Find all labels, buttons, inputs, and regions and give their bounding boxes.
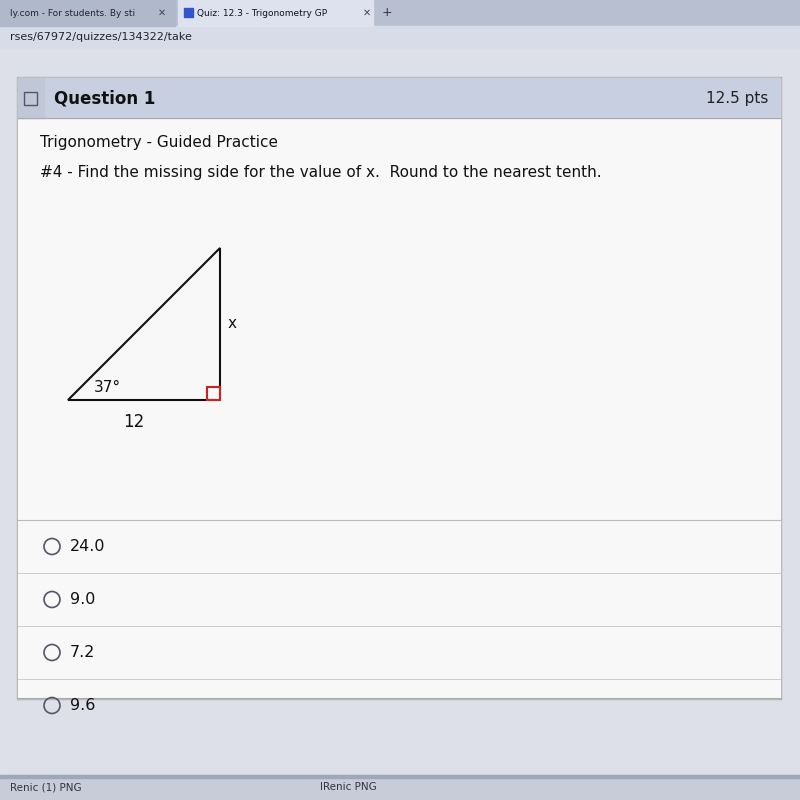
Text: ✕: ✕ (363, 8, 371, 18)
Text: 7.2: 7.2 (70, 645, 95, 660)
Text: Quiz: 12.3 - Trigonometry GP: Quiz: 12.3 - Trigonometry GP (197, 9, 327, 18)
Text: Question 1: Question 1 (54, 89, 155, 107)
Bar (18, 78, 44, 118)
Bar (0, 26, 800, 48)
Text: 24.0: 24.0 (70, 539, 106, 554)
Text: ✕: ✕ (158, 8, 166, 18)
Bar (17, 77, 781, 699)
Bar (18, 78, 780, 118)
Text: 9.0: 9.0 (70, 592, 95, 607)
Bar (18, 78, 780, 698)
Bar (184, 8, 193, 17)
Bar (0, 775, 800, 778)
Text: 12.5 pts: 12.5 pts (706, 90, 768, 106)
Text: Renic (1) PNG: Renic (1) PNG (10, 782, 82, 792)
Bar (0, 0, 800, 26)
Bar (178, 0, 373, 26)
Text: IRenic PNG: IRenic PNG (320, 782, 377, 792)
Bar (0, 775, 800, 800)
Text: 9.6: 9.6 (70, 698, 95, 713)
Bar (207, 387, 220, 400)
Text: +: + (382, 6, 393, 19)
Bar (24, 91, 37, 105)
Text: #4 - Find the missing side for the value of x.  Round to the nearest tenth.: #4 - Find the missing side for the value… (40, 165, 602, 180)
Text: Trigonometry - Guided Practice: Trigonometry - Guided Practice (40, 135, 278, 150)
Text: rses/67972/quizzes/134322/take: rses/67972/quizzes/134322/take (10, 32, 192, 42)
Text: ly.com - For students. By sti: ly.com - For students. By sti (10, 9, 135, 18)
Text: 12: 12 (123, 413, 145, 431)
Text: 37°: 37° (94, 381, 121, 395)
FancyBboxPatch shape (0, 0, 175, 26)
Text: x: x (228, 317, 237, 331)
